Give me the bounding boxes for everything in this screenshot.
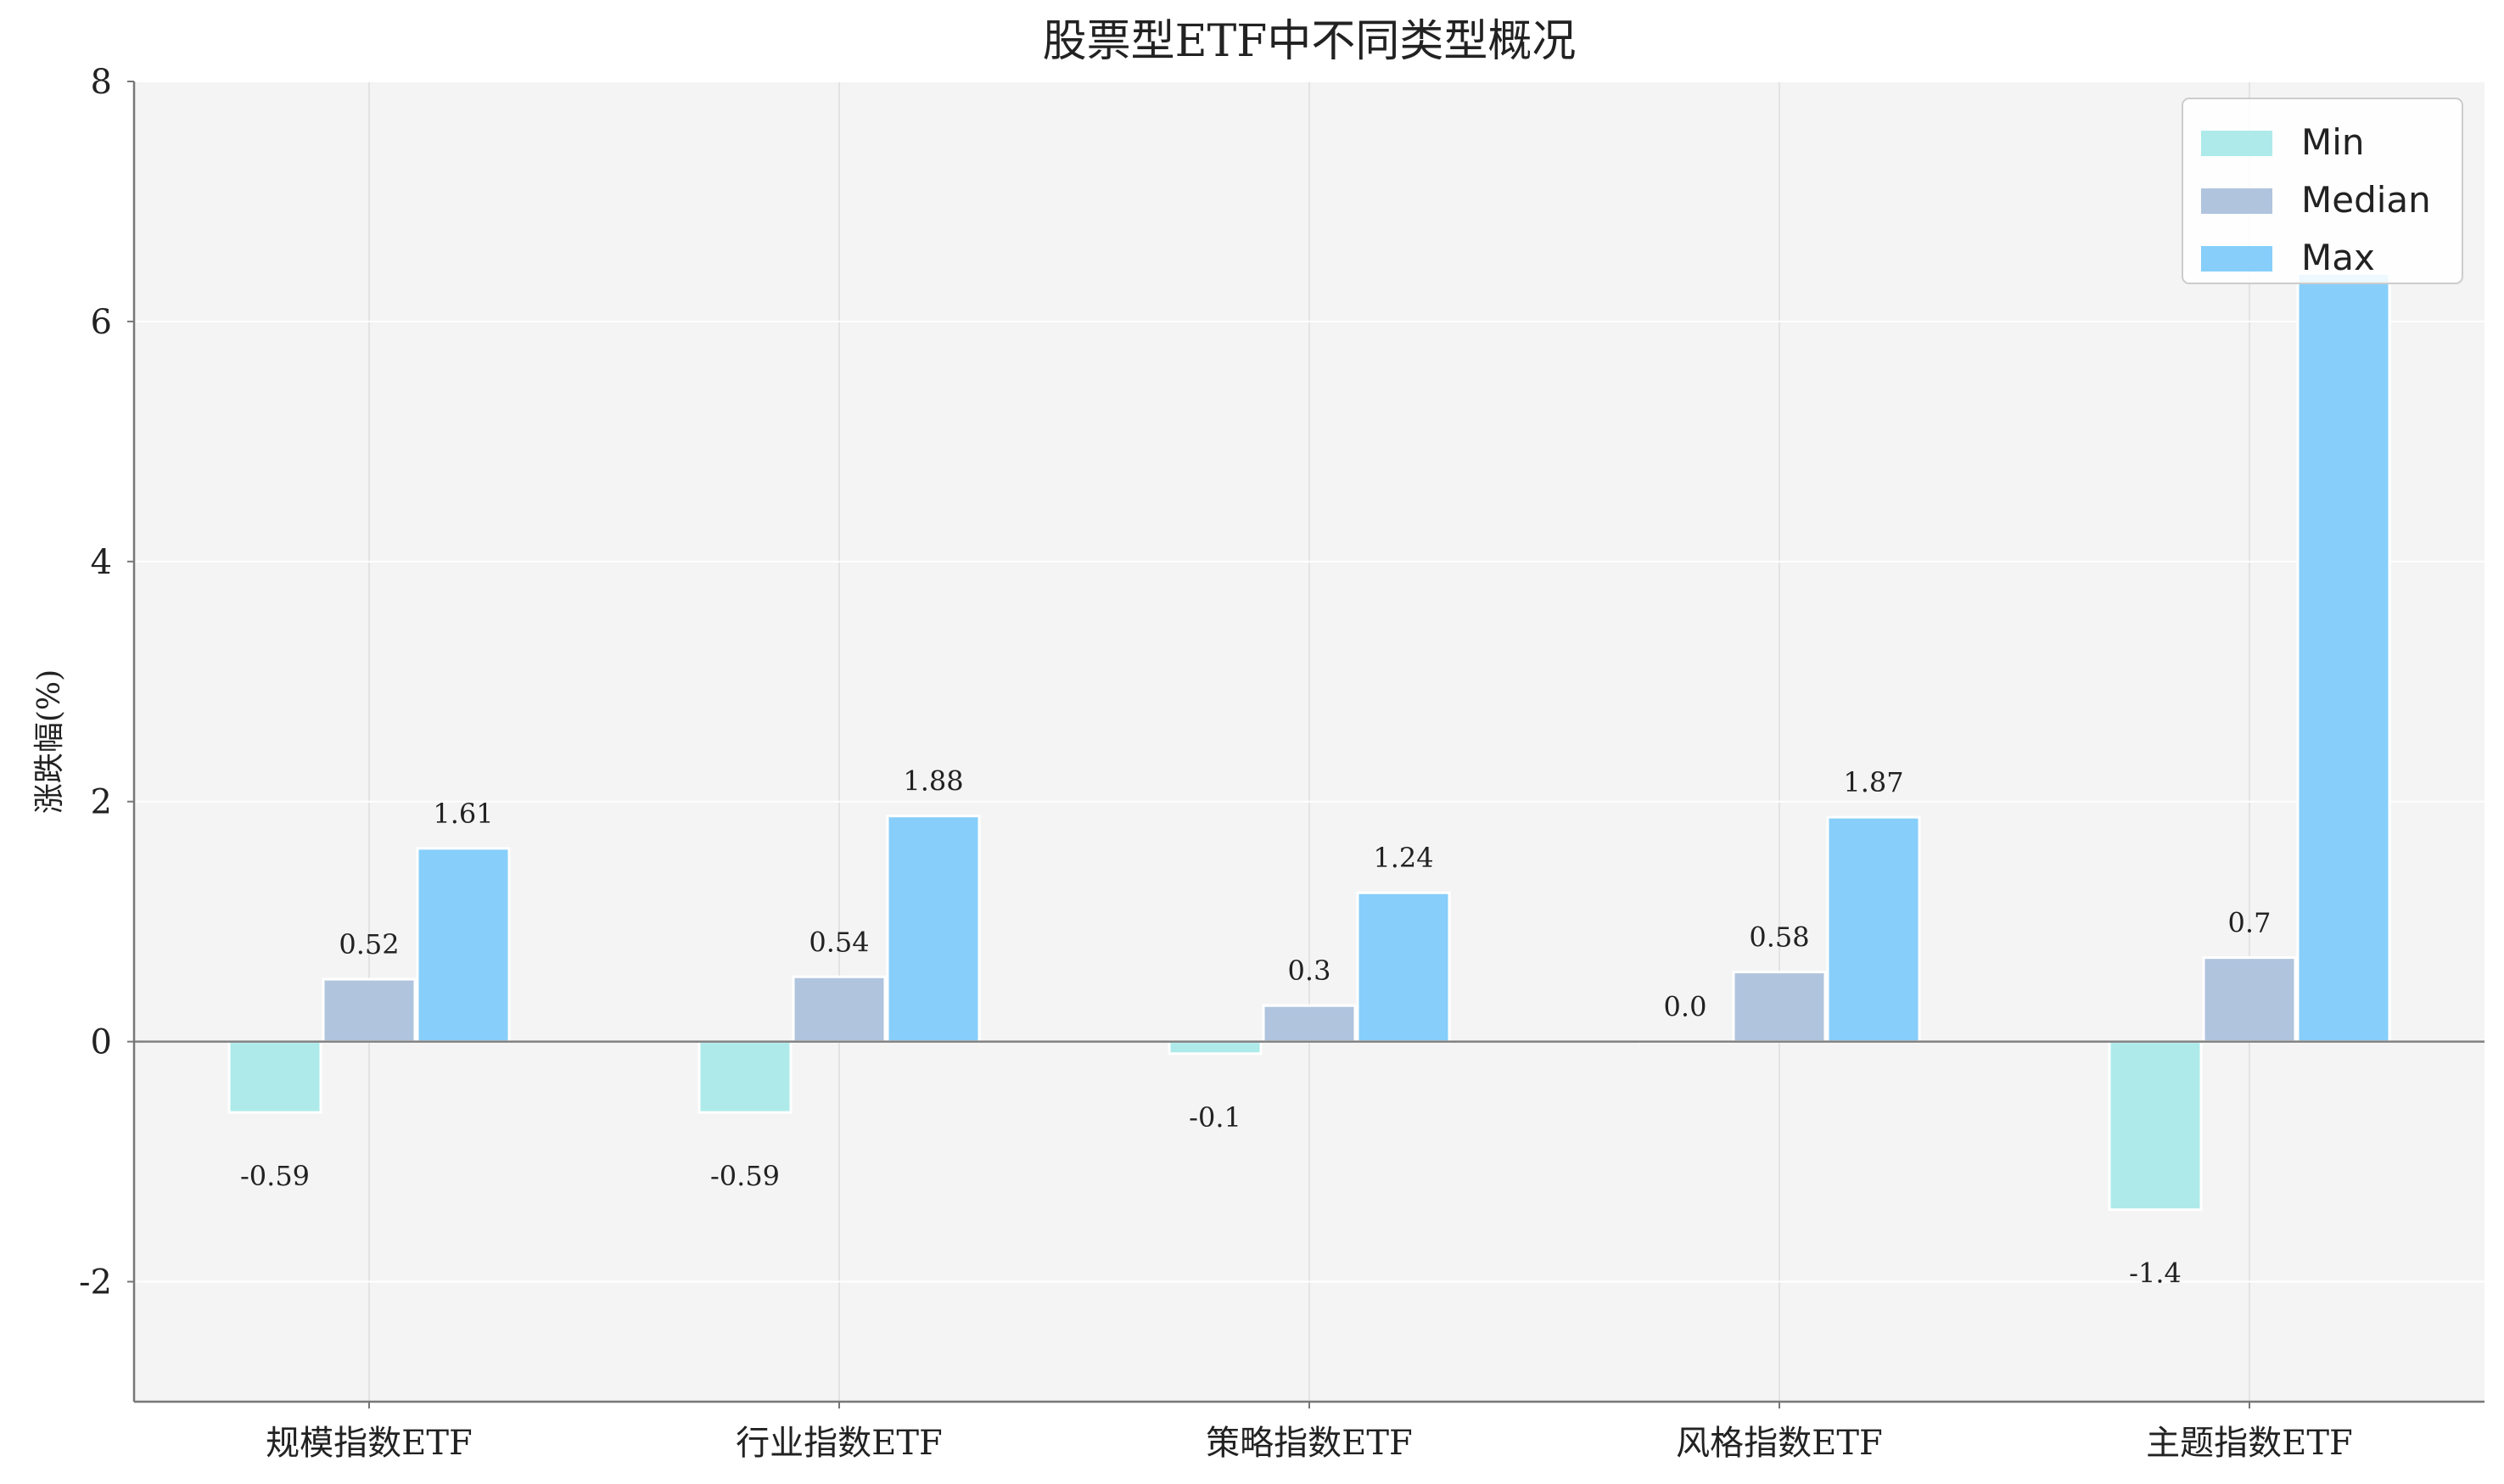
data-label: 0.58 [1749, 921, 1809, 954]
bar-max [1826, 815, 1921, 1044]
bar-max [886, 815, 981, 1044]
y-tick-label: 4 [91, 543, 112, 582]
legend-label-median: Median [2301, 179, 2431, 221]
bar-median [1262, 1004, 1357, 1044]
y-tick-label: 2 [91, 783, 112, 822]
x-tick-label: 主题指数ETF [2146, 1424, 2353, 1463]
bar-median [322, 977, 417, 1044]
data-label: 0.0 [1664, 991, 1707, 1023]
bar-median [1732, 971, 1827, 1044]
data-label: -0.59 [240, 1160, 310, 1192]
y-tick-label: 8 [91, 63, 112, 102]
x-tick-label: 风格指数ETF [1676, 1424, 1883, 1463]
data-label: 1.24 [1373, 842, 1433, 874]
legend-swatch-median [2201, 188, 2272, 214]
data-label: -1.4 [2129, 1257, 2182, 1290]
y-tick-label: -2 [79, 1263, 112, 1302]
bar-min [697, 1040, 793, 1114]
bar-median [2202, 956, 2297, 1044]
data-label: -0.59 [710, 1160, 780, 1192]
data-label: 0.7 [2228, 907, 2272, 939]
legend-swatch-min [2201, 131, 2272, 156]
bar-max [1356, 891, 1451, 1044]
data-label: -0.1 [1189, 1101, 1241, 1134]
data-label: 1.88 [903, 765, 963, 798]
y-tick-label: 6 [91, 303, 112, 342]
data-label: 1.87 [1843, 766, 1903, 798]
x-tick-label: 规模指数ETF [266, 1424, 473, 1463]
bar-min [2108, 1040, 2203, 1212]
chart-title: 股票型ETF中不同类型概况 [1043, 16, 1577, 67]
x-tick-label: 行业指数ETF [736, 1424, 943, 1463]
legend-swatch-max [2201, 246, 2272, 272]
legend-label-min: Min [2301, 121, 2365, 163]
bar-max [416, 847, 511, 1044]
x-tick-label: 策略指数ETF [1206, 1424, 1413, 1463]
data-label: 0.52 [339, 928, 399, 960]
data-label: 0.3 [1288, 955, 1331, 987]
bar-median [792, 975, 887, 1044]
bar-max [2296, 272, 2391, 1044]
data-label: 1.61 [433, 798, 493, 830]
bar-min [227, 1040, 322, 1114]
y-axis-label: 涨跌幅(%) [32, 669, 67, 814]
bar-min [1168, 1040, 1263, 1056]
data-label: 0.54 [809, 926, 869, 958]
y-tick-label: 0 [91, 1023, 112, 1062]
legend-label-max: Max [2301, 237, 2375, 278]
